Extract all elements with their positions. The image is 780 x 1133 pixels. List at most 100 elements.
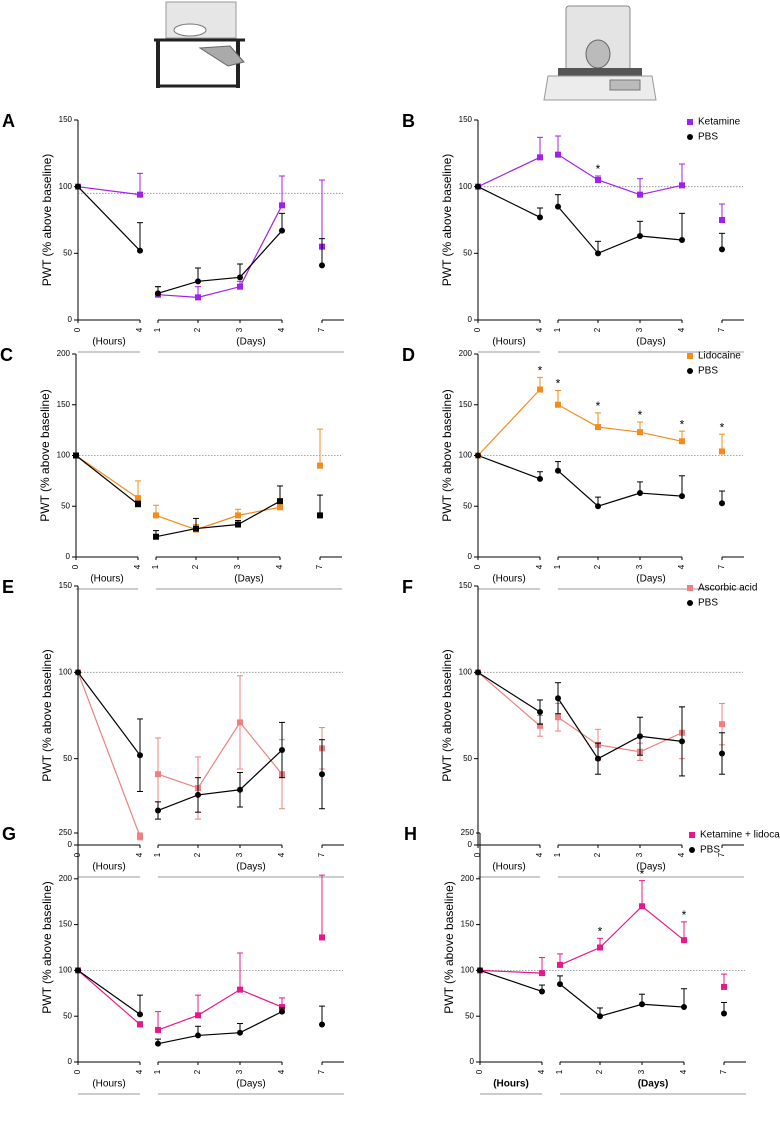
x-group-label: (Days) <box>636 574 665 585</box>
error-bar <box>679 475 685 497</box>
y-tick-label: 150 <box>59 115 73 124</box>
von-frey-illustration <box>154 1 245 88</box>
x-tick-label: 4 <box>535 327 544 332</box>
y-tick-label: 0 <box>468 840 473 849</box>
x-group-label: (Days) <box>636 862 665 873</box>
marker <box>537 154 543 161</box>
marker <box>595 250 601 257</box>
y-tick-label: 0 <box>68 840 73 849</box>
series-line <box>479 969 543 974</box>
y-tick-label: 0 <box>68 1057 73 1066</box>
panel-label: F <box>402 577 413 597</box>
error-bar <box>639 880 645 907</box>
marker <box>539 988 545 995</box>
x-tick-label: 2 <box>193 852 202 857</box>
y-tick-label: 100 <box>459 667 473 676</box>
legend-label: PBS <box>698 132 718 143</box>
panel-3: D PWT (% above baseline) 0 50 100 150 200 0 4 1 2 3… <box>402 345 744 590</box>
y-tick-label: 150 <box>59 581 73 590</box>
y-tick-label: 200 <box>459 349 473 358</box>
x-tick-label: 0 <box>73 1069 82 1074</box>
error-bar <box>279 175 285 206</box>
x-tick-label: 1 <box>151 564 160 569</box>
marker <box>193 525 199 532</box>
y-tick-label: 150 <box>459 400 473 409</box>
error-bar <box>681 921 687 941</box>
series-line <box>557 206 683 255</box>
marker <box>679 237 685 243</box>
x-tick-label: 3 <box>235 327 244 332</box>
y-tick-label: 250 <box>59 828 73 837</box>
marker <box>597 1013 603 1020</box>
x-tick-label: 4 <box>133 564 142 569</box>
x-tick-label: 1 <box>553 852 562 857</box>
marker <box>719 721 725 728</box>
error-bar <box>137 222 143 251</box>
marker <box>237 786 243 793</box>
y-tick-label: 50 <box>63 1011 72 1020</box>
error-bar <box>319 238 325 266</box>
marker <box>195 294 201 301</box>
y-tick-label: 50 <box>63 248 72 257</box>
x-group-label: (Days) <box>636 337 665 348</box>
marker <box>75 967 81 974</box>
marker <box>721 1010 727 1017</box>
x-tick-label: 0 <box>73 327 82 332</box>
marker <box>555 203 561 210</box>
marker <box>475 669 481 676</box>
marker <box>137 247 143 254</box>
marker <box>475 183 481 190</box>
marker <box>537 709 543 716</box>
marker <box>555 467 561 474</box>
y-tick-label: 150 <box>57 400 71 409</box>
marker <box>73 452 79 459</box>
y-tick-label: 50 <box>463 248 472 257</box>
x-group-label: (Hours) <box>90 574 123 585</box>
legend-label: Lidocaine <box>698 351 741 362</box>
significance-star: * <box>640 867 645 881</box>
y-tick-label: 50 <box>463 501 472 510</box>
x-tick-label: 2 <box>193 327 202 332</box>
x-tick-label: 4 <box>535 852 544 857</box>
marker <box>679 738 685 745</box>
panel-label: C <box>0 345 13 365</box>
marker <box>637 233 643 239</box>
significance-star: * <box>598 925 603 939</box>
x-tick-label: 7 <box>317 852 326 857</box>
significance-star: * <box>638 408 643 422</box>
marker <box>155 1026 161 1033</box>
y-axis-title: PWT (% above baseline) <box>440 649 454 782</box>
error-bar <box>137 994 143 1015</box>
marker <box>539 970 545 977</box>
y-axis-title: PWT (% above baseline) <box>40 881 54 1014</box>
error-bar <box>317 428 323 466</box>
legend-swatch <box>687 368 693 374</box>
marker <box>277 504 283 511</box>
marker <box>681 1004 687 1011</box>
significance-star: * <box>538 364 543 378</box>
error-bar <box>155 1011 161 1030</box>
error-bar <box>237 952 243 990</box>
marker <box>155 1040 161 1047</box>
y-tick-label: 0 <box>66 552 71 561</box>
x-group-label: (Days) <box>236 337 265 348</box>
legend-swatch <box>687 134 693 140</box>
y-tick-label: 200 <box>59 874 73 883</box>
significance-star: * <box>596 399 601 413</box>
x-tick-label: 7 <box>317 327 326 332</box>
marker <box>639 903 645 910</box>
marker <box>237 274 243 281</box>
y-axis-title: PWT (% above baseline) <box>40 154 54 287</box>
marker <box>279 747 285 754</box>
x-tick-label: 3 <box>637 1069 646 1074</box>
x-tick-label: 7 <box>315 564 324 569</box>
marker <box>597 944 603 951</box>
series-line <box>477 671 541 727</box>
x-tick-label: 2 <box>191 564 200 569</box>
significance-star: * <box>682 908 687 922</box>
panel-label: B <box>402 111 415 131</box>
marker <box>195 791 201 798</box>
y-tick-label: 0 <box>468 552 473 561</box>
marker <box>679 182 685 189</box>
legend-swatch <box>687 119 693 125</box>
